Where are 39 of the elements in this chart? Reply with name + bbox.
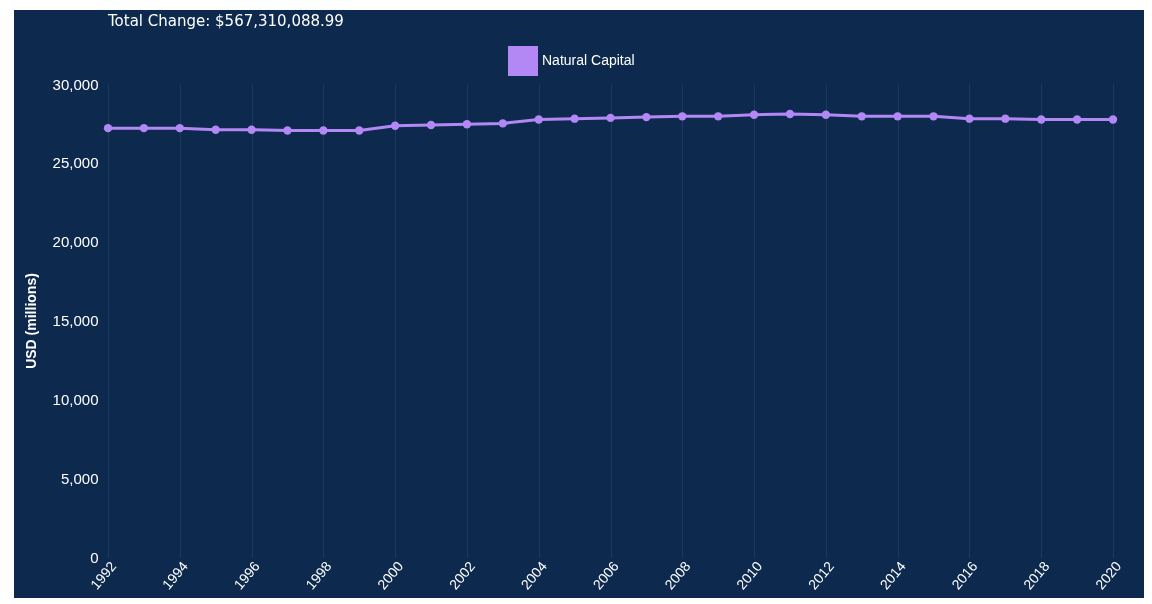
y-tick-label: 20,000 [52, 233, 99, 251]
point [103, 123, 113, 133]
point [498, 119, 507, 128]
point [1108, 115, 1118, 124]
y-tick-label: 25,000 [52, 154, 99, 172]
point [749, 110, 759, 119]
y-tick-label: 10,000 [52, 390, 99, 408]
point [642, 112, 651, 122]
point [785, 109, 795, 119]
y-tick-label: 0 [90, 548, 99, 566]
point [211, 125, 220, 134]
point [1037, 115, 1046, 124]
point [534, 115, 543, 124]
point [570, 114, 579, 123]
point [247, 125, 256, 134]
point [426, 120, 436, 130]
point [1072, 115, 1082, 124]
y-tick-label: 5,000 [60, 469, 99, 487]
point [821, 110, 831, 119]
point [355, 126, 364, 135]
point [319, 126, 328, 135]
legend-label: Natural Capital [542, 52, 635, 68]
point [714, 112, 723, 121]
point [857, 112, 866, 121]
point [678, 112, 687, 121]
point [929, 112, 938, 121]
y-tick-label: 30,000 [52, 75, 99, 93]
point [965, 114, 974, 123]
point [175, 123, 184, 133]
point [606, 113, 615, 123]
point [390, 121, 400, 130]
point [139, 123, 149, 133]
y-tick-label: 15,000 [52, 312, 99, 329]
chart-title: Total Change: $567,310,088.99 [107, 12, 344, 30]
point [893, 112, 902, 121]
point [283, 126, 292, 135]
point [1001, 114, 1010, 123]
point [462, 120, 472, 129]
y-axis-title: USD (millions) [22, 273, 39, 369]
